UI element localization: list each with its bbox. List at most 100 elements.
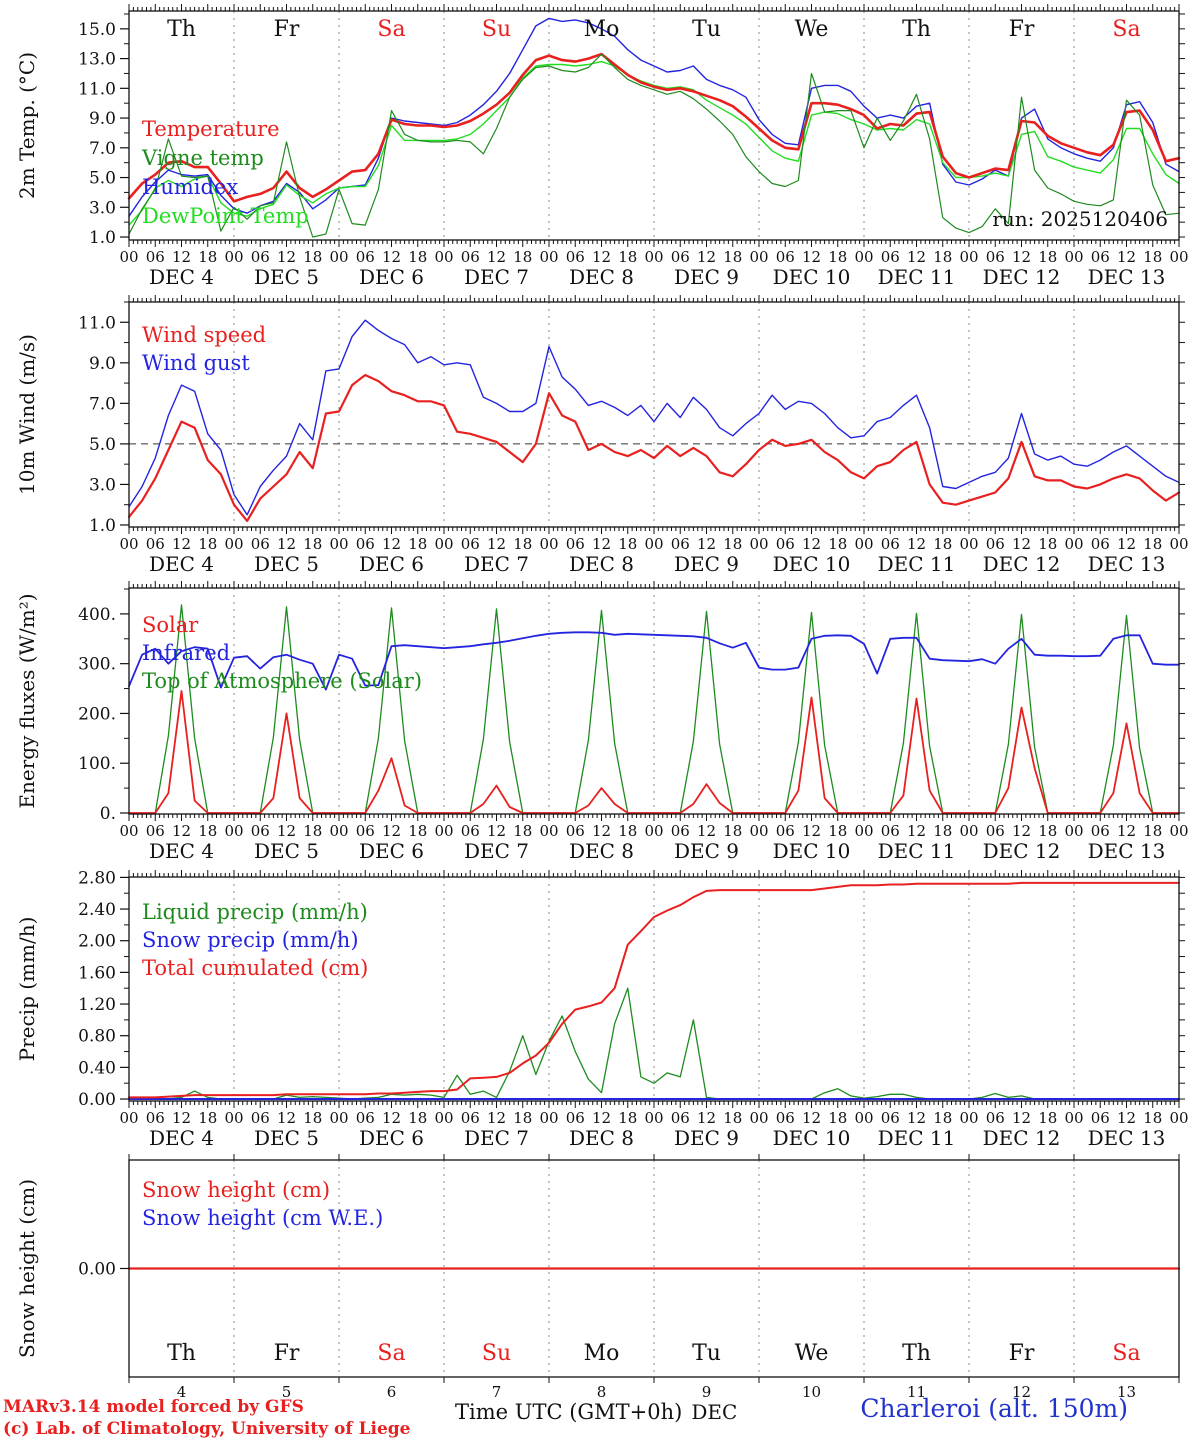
svg-text:18: 18 [1038,248,1057,266]
svg-text:00: 00 [539,1109,558,1127]
svg-text:0.40: 0.40 [78,1058,116,1078]
svg-text:DEC 10: DEC 10 [773,1126,851,1150]
svg-text:DEC 11: DEC 11 [878,552,956,576]
svg-text:Snow height (cm): Snow height (cm) [142,1178,330,1202]
svg-text:12: 12 [802,822,821,840]
run-timestamp: run: 2025120406 [992,207,1168,231]
svg-text:Mo: Mo [584,17,620,42]
svg-text:DEC 13: DEC 13 [1088,839,1166,863]
svg-text:0.80: 0.80 [78,1027,116,1047]
svg-text:12: 12 [1117,535,1136,553]
svg-text:18: 18 [408,1109,427,1127]
svg-text:00: 00 [749,535,768,553]
svg-text:12: 12 [592,822,611,840]
svg-text:12: 12 [277,535,296,553]
svg-text:12: 12 [802,1109,821,1127]
svg-text:11.0: 11.0 [78,79,116,99]
svg-text:2.80: 2.80 [78,868,116,888]
svg-text:DEC 4: DEC 4 [149,552,214,576]
svg-text:12: 12 [382,822,401,840]
svg-text:12: 12 [277,1109,296,1127]
svg-text:18: 18 [1143,248,1162,266]
svg-text:Vigne temp: Vigne temp [141,146,264,170]
svg-text:Tu: Tu [692,1341,721,1366]
svg-text:06: 06 [461,535,480,553]
svg-text:12: 12 [382,248,401,266]
svg-text:12: 12 [592,248,611,266]
svg-text:06: 06 [986,535,1005,553]
svg-text:Sa: Sa [377,17,405,42]
svg-text:Infrared: Infrared [142,641,230,665]
svg-text:DEC 7: DEC 7 [464,839,529,863]
svg-text:06: 06 [986,248,1005,266]
svg-text:00: 00 [749,1109,768,1127]
svg-text:Wind gust: Wind gust [142,351,250,375]
svg-text:DEC 12: DEC 12 [983,552,1061,576]
svg-text:06: 06 [776,1109,795,1127]
svg-text:12: 12 [277,248,296,266]
svg-text:06: 06 [566,535,585,553]
svg-text:Sa: Sa [1112,17,1140,42]
svg-text:18: 18 [828,1109,847,1127]
svg-text:18: 18 [303,1109,322,1127]
svg-text:12: 12 [802,535,821,553]
svg-text:DEC 9: DEC 9 [674,839,739,863]
svg-text:DEC 6: DEC 6 [359,552,424,576]
svg-text:18: 18 [1143,535,1162,553]
svg-text:Sa: Sa [377,1341,405,1366]
svg-text:00: 00 [119,535,138,553]
svg-text:12: 12 [592,535,611,553]
svg-text:18: 18 [408,535,427,553]
svg-text:2.00: 2.00 [78,932,116,952]
svg-text:00: 00 [224,248,243,266]
svg-text:6: 6 [387,1383,397,1401]
svg-text:DEC 7: DEC 7 [464,265,529,289]
svg-text:18: 18 [933,248,952,266]
svg-text:06: 06 [986,1109,1005,1127]
svg-text:100.: 100. [78,754,116,774]
svg-text:18: 18 [618,535,637,553]
svg-text:00: 00 [1169,248,1188,266]
svg-text:06: 06 [461,822,480,840]
svg-text:18: 18 [513,1109,532,1127]
svg-text:00: 00 [1169,1109,1188,1127]
svg-text:0.: 0. [100,804,116,824]
svg-text:DEC 12: DEC 12 [983,265,1061,289]
svg-text:12: 12 [487,248,506,266]
svg-text:12: 12 [1012,1109,1031,1127]
svg-text:1.0: 1.0 [89,228,116,248]
svg-text:18: 18 [933,822,952,840]
svg-text:12: 12 [907,822,926,840]
svg-text:DEC 13: DEC 13 [1088,552,1166,576]
svg-text:00: 00 [1064,248,1083,266]
svg-text:Top of Atmosphere (Solar): Top of Atmosphere (Solar) [142,669,422,693]
svg-text:Th: Th [167,1341,196,1366]
svg-text:13.0: 13.0 [78,50,116,70]
svg-text:1.0: 1.0 [89,516,116,536]
svg-text:DewPoint Temp: DewPoint Temp [142,204,309,228]
svg-text:00: 00 [749,822,768,840]
svg-text:Fr: Fr [274,17,300,42]
svg-text:00: 00 [854,822,873,840]
svg-text:00: 00 [644,248,663,266]
svg-text:12: 12 [1012,248,1031,266]
svg-text:06: 06 [146,1109,165,1127]
svg-text:06: 06 [1091,1109,1110,1127]
svg-text:12: 12 [1117,248,1136,266]
svg-text:06: 06 [251,535,270,553]
svg-text:10: 10 [802,1383,821,1401]
svg-text:Temperature: Temperature [142,117,280,141]
svg-text:06: 06 [146,248,165,266]
svg-text:00: 00 [854,535,873,553]
svg-text:00: 00 [329,822,348,840]
svg-text:00: 00 [959,535,978,553]
svg-text:3.0: 3.0 [89,198,116,218]
svg-text:00: 00 [644,535,663,553]
svg-text:DEC 6: DEC 6 [359,1126,424,1150]
svg-text:Tu: Tu [692,17,721,42]
svg-text:06: 06 [146,822,165,840]
svg-text:DEC 4: DEC 4 [149,839,214,863]
svg-text:06: 06 [881,248,900,266]
